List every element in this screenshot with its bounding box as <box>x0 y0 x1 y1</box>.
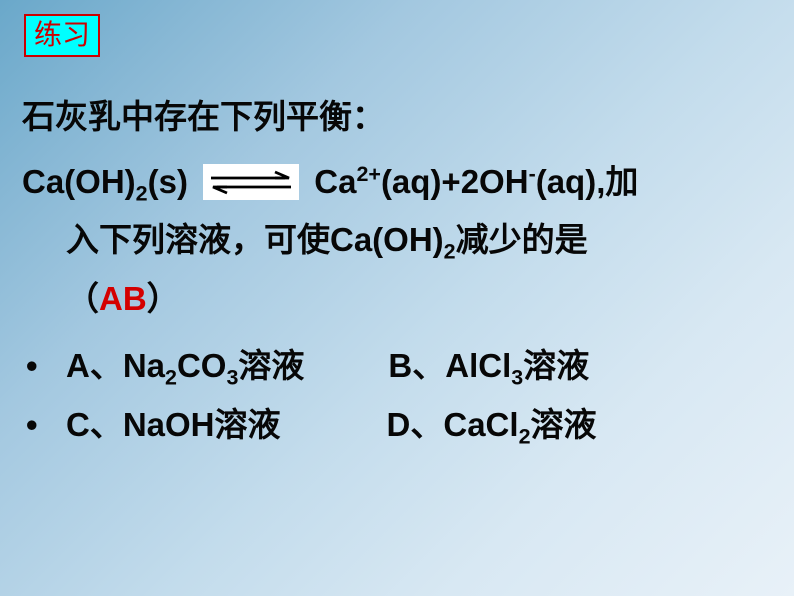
options-block: • A、Na2CO3溶液 B、AlCl3溶液 • C、NaOH溶液 D、CaCl… <box>22 337 764 454</box>
eq-left-sub: 2 <box>136 181 148 205</box>
gap <box>281 396 387 455</box>
eq-right-oh-sup: - <box>529 162 536 186</box>
options-row-2: • C、NaOH溶液 D、CaCl2溶液 <box>22 396 764 455</box>
opt-c-label: C、NaOH溶液 <box>66 406 281 443</box>
opt-a-sub: 2 <box>165 366 177 390</box>
question-line-3: 入下列溶液，可使Ca(OH)2减少的是 <box>22 211 764 270</box>
option-b: B、AlCl3溶液 <box>388 337 589 396</box>
opt-b-sub: 3 <box>511 366 523 390</box>
opt-d-label: D、CaCl <box>387 406 519 443</box>
opt-a-label: A、Na <box>66 347 165 384</box>
eq-right-ca: Ca <box>314 163 356 200</box>
bullet-icon: • <box>22 396 66 455</box>
answer-text: AB <box>99 280 147 317</box>
eq-left-pre: Ca(OH) <box>22 163 136 200</box>
paren-close: ） <box>147 280 180 317</box>
paren-open: （ <box>66 280 99 317</box>
option-d: D、CaCl2溶液 <box>387 396 597 455</box>
line3-sub: 2 <box>444 240 456 264</box>
opt-b-label: B、AlCl <box>388 347 511 384</box>
gap <box>304 337 388 396</box>
eq-right-mid: (aq)+2OH <box>381 163 529 200</box>
slide-content: 石灰乳中存在下列平衡： Ca(OH)2(s) Ca2+(aq)+2OH-(aq)… <box>22 88 764 454</box>
line3-pre: 入下列溶液，可使Ca(OH) <box>66 221 444 258</box>
exercise-badge: 练习 <box>24 14 100 57</box>
opt-d-tail: 溶液 <box>531 406 597 443</box>
opt-a-tail: 溶液 <box>238 347 304 384</box>
equilibrium-arrow-icon <box>203 164 299 200</box>
badge-text: 练习 <box>34 19 90 50</box>
equation-block: Ca(OH)2(s) Ca2+(aq)+2OH-(aq),加 入下列溶液，可使C… <box>22 153 764 329</box>
bullet-icon: • <box>22 337 66 396</box>
opt-d-sub: 2 <box>519 424 531 448</box>
option-c: C、NaOH溶液 <box>66 396 281 455</box>
opt-a-sub2: 3 <box>226 366 238 390</box>
eq-right-tail: (aq),加 <box>536 163 639 200</box>
eq-right-ca-sup: 2+ <box>356 162 380 186</box>
answer-line: （AB） <box>22 270 764 329</box>
line3-post: 减少的是 <box>456 221 588 258</box>
question-line-1: 石灰乳中存在下列平衡： <box>22 88 764 147</box>
opt-a-mid: CO <box>177 347 227 384</box>
eq-left-post: (s) <box>148 163 188 200</box>
opt-b-tail: 溶液 <box>523 347 589 384</box>
option-a: A、Na2CO3溶液 <box>66 337 304 396</box>
options-row-1: • A、Na2CO3溶液 B、AlCl3溶液 <box>22 337 764 396</box>
